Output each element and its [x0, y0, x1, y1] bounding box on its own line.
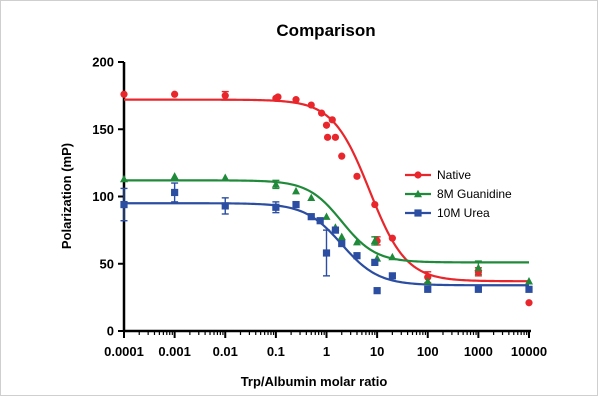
- data-points: [120, 90, 533, 307]
- x-axis-label: Trp/Albumin molar ratio: [241, 374, 388, 389]
- data-point: [120, 174, 128, 183]
- data-point: [371, 200, 379, 209]
- y-tick-label: 200: [92, 55, 114, 70]
- data-point: [371, 258, 379, 267]
- data-point: [307, 193, 316, 202]
- data-point: [292, 186, 301, 195]
- data-point: [525, 285, 533, 293]
- data-point: [352, 238, 361, 246]
- data-point: [171, 188, 179, 197]
- x-tick-label: 0.01: [213, 344, 238, 359]
- legend-marker: [414, 171, 422, 179]
- x-tick-label: 0.1: [267, 344, 285, 359]
- data-point: [322, 212, 331, 220]
- data-point: [120, 90, 128, 98]
- data-point: [322, 121, 331, 129]
- data-point: [170, 172, 179, 180]
- data-point: [525, 299, 533, 307]
- data-point: [323, 133, 332, 141]
- x-tick-label: 10: [370, 344, 384, 359]
- y-axis-label: Polarization (mP): [59, 143, 74, 249]
- y-tick-label: 50: [100, 256, 114, 271]
- legend-label: Native: [437, 168, 471, 182]
- data-point: [337, 232, 346, 241]
- data-point: [338, 152, 346, 160]
- fit-curves: [124, 98, 529, 287]
- data-point: [316, 217, 324, 225]
- legend: Native 8M Guanidine 10M Urea: [405, 168, 512, 220]
- data-point: [221, 92, 229, 100]
- data-point: [307, 101, 315, 109]
- data-point: [353, 172, 361, 180]
- x-tick-label: 1: [323, 344, 330, 359]
- data-point: [221, 173, 230, 181]
- data-point: [373, 287, 381, 295]
- data-point: [274, 93, 282, 101]
- data-point: [171, 90, 179, 98]
- x-tick-label: 0.0001: [104, 344, 144, 359]
- data-point: [474, 263, 483, 271]
- data-point: [423, 277, 432, 285]
- legend-label: 10M Urea: [437, 206, 490, 220]
- axes: 0 50 100 150 200 0.0001 0.001 0.01 0.1 1 10 100 1000…: [92, 55, 547, 360]
- x-tick-label: 1000: [464, 344, 493, 359]
- legend-label: 8M Guanidine: [437, 187, 512, 201]
- data-point: [474, 285, 482, 293]
- y-tick-label: 150: [92, 122, 114, 137]
- x-tick-label: 100: [417, 344, 439, 359]
- data-point: [272, 203, 280, 211]
- data-point: [331, 133, 340, 141]
- fit-curve: [124, 179, 529, 264]
- data-point: [292, 96, 300, 104]
- x-tick-label: 0.001: [158, 344, 191, 359]
- data-point: [221, 202, 229, 210]
- data-point: [388, 272, 396, 280]
- data-point: [271, 180, 280, 188]
- data-point: [424, 285, 432, 293]
- data-point: [525, 277, 533, 285]
- x-tick-label: 10000: [511, 344, 547, 359]
- y-tick-label: 100: [92, 189, 114, 204]
- data-point: [331, 226, 340, 234]
- data-point: [322, 249, 331, 257]
- fit-curve: [124, 202, 529, 287]
- data-point: [388, 234, 396, 242]
- data-point: [120, 200, 128, 209]
- data-point: [370, 236, 379, 245]
- data-point: [353, 252, 361, 260]
- data-point: [338, 239, 346, 248]
- legend-marker: [414, 209, 422, 217]
- data-point: [328, 116, 336, 124]
- data-point: [292, 200, 300, 209]
- data-point: [307, 213, 315, 221]
- y-tick-label: 0: [107, 324, 114, 339]
- legend-marker: [414, 189, 422, 198]
- fit-curve: [124, 98, 529, 283]
- chart-title: Comparison: [276, 21, 375, 40]
- data-point: [388, 252, 397, 261]
- data-point: [317, 109, 326, 117]
